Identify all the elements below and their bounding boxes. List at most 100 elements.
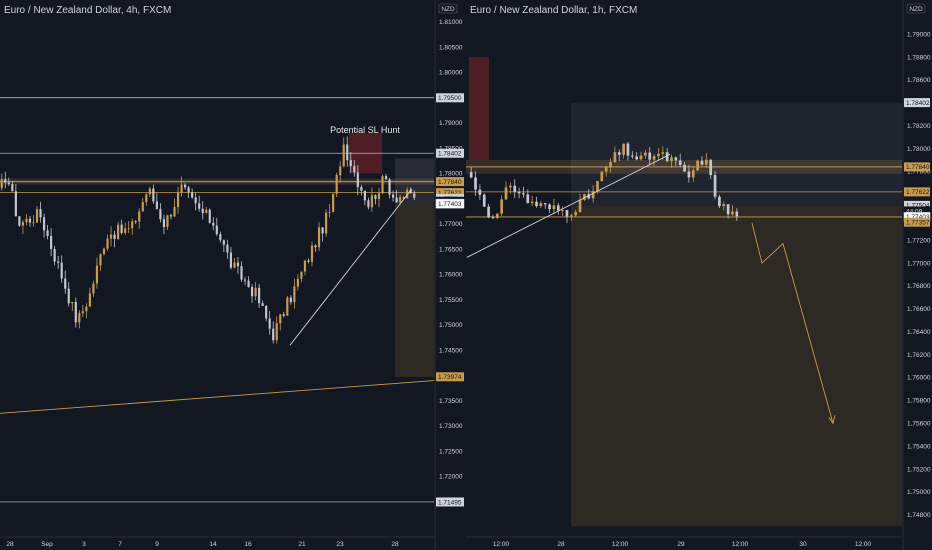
candle-4h-candle[interactable] (413, 193, 416, 198)
candle-4h-candle[interactable] (272, 328, 275, 341)
candle-4h-candle[interactable] (64, 278, 67, 289)
candle-4h-candle[interactable] (131, 221, 134, 229)
candle-1h-candle[interactable] (574, 212, 578, 216)
candle-4h-candle[interactable] (226, 244, 229, 253)
candle-4h-candle[interactable] (314, 245, 317, 248)
candle-4h-candle[interactable] (166, 215, 169, 227)
candle-4h-candle[interactable] (370, 195, 374, 208)
candle-4h-candle[interactable] (332, 193, 335, 213)
candle-4h-candle[interactable] (60, 262, 63, 279)
candle-4h-candle[interactable] (356, 172, 359, 187)
candle-4h-candle[interactable] (296, 278, 299, 287)
candle-4h-candle[interactable] (395, 197, 398, 203)
candle-1h-candle[interactable] (556, 205, 560, 211)
candle-4h-candle[interactable] (7, 182, 10, 185)
candle-1h-candle[interactable] (469, 172, 473, 178)
candle-1h-candle[interactable] (731, 211, 734, 215)
candle-4h-candle[interactable] (215, 225, 218, 235)
candle-4h-candle[interactable] (18, 216, 21, 226)
candle-1h-candle[interactable] (587, 194, 591, 199)
candle-4h-candle[interactable] (117, 224, 120, 239)
candle-1h-candle[interactable] (604, 167, 608, 172)
candle-1h-candle[interactable] (670, 157, 673, 162)
candle-4h-candle[interactable] (102, 248, 106, 255)
candle-1h-candle[interactable] (552, 205, 556, 210)
candle-1h-candle[interactable] (513, 185, 517, 192)
candle-1h-candle[interactable] (635, 156, 639, 160)
candle-4h-candle[interactable] (134, 221, 137, 223)
candle-4h-candle[interactable] (381, 176, 384, 194)
candle-1h-candle[interactable] (678, 160, 682, 165)
candle-4h-candle[interactable] (141, 202, 144, 212)
candle-1h-candle[interactable] (591, 190, 595, 199)
candle-4h-candle[interactable] (374, 195, 377, 200)
candle-4h-candle[interactable] (328, 212, 331, 213)
candle-4h-candle[interactable] (78, 313, 81, 323)
candle-4h-candle[interactable] (99, 254, 102, 266)
candle-4h-candle[interactable] (95, 265, 99, 284)
candle-4h-candle[interactable] (180, 184, 183, 193)
candle-4h-candle[interactable] (159, 209, 162, 220)
candle-1h-candle[interactable] (630, 155, 634, 157)
candle-4h-candle[interactable] (409, 189, 412, 194)
candle-4h-candle[interactable] (28, 218, 32, 223)
candle-4h-candle[interactable] (349, 160, 352, 167)
candle-4h-candle[interactable] (92, 283, 95, 294)
candle-4h-candle[interactable] (113, 234, 116, 239)
candle-4h-candle[interactable] (162, 219, 166, 227)
candle-4h-candle[interactable] (363, 190, 366, 201)
candle-1h-candle[interactable] (661, 152, 665, 154)
candle-4h-candle[interactable] (250, 286, 254, 297)
candle-1h-candle[interactable] (535, 201, 538, 207)
candle-4h-candle[interactable] (145, 194, 148, 203)
candle-4h-candle[interactable] (346, 144, 349, 161)
candle-4h-candle[interactable] (367, 200, 370, 208)
candle-4h-candle[interactable] (205, 209, 208, 214)
candle-4h-candle[interactable] (88, 293, 91, 307)
candle-4h-candle[interactable] (289, 297, 292, 303)
candle-4h-candle[interactable] (229, 252, 233, 268)
candle-1h-candle[interactable] (709, 159, 713, 176)
candle-4h-candle[interactable] (155, 201, 158, 210)
candle-4h-candle[interactable] (176, 192, 180, 207)
candle-4h-candle[interactable] (293, 286, 296, 303)
candle-4h-candle[interactable] (342, 144, 345, 167)
candle-1h-candle[interactable] (691, 170, 695, 178)
candle-4h-candle[interactable] (109, 234, 113, 239)
candle-1h-candle[interactable] (491, 217, 495, 219)
candle-4h-candle[interactable] (307, 260, 310, 262)
candle-4h-candle[interactable] (258, 287, 261, 304)
candle-4h-candle[interactable] (25, 218, 28, 223)
candle-4h-candle[interactable] (201, 208, 204, 214)
candle-4h-candle[interactable] (169, 215, 173, 217)
candle-4h-candle[interactable] (402, 197, 405, 199)
candle-1h-candle[interactable] (718, 196, 721, 207)
candle-4h-candle[interactable] (353, 166, 356, 173)
candle-1h-candle[interactable] (657, 153, 660, 157)
candle-4h-candle[interactable] (124, 228, 127, 233)
candle-4h-candle[interactable] (360, 186, 363, 191)
candle-4h-candle[interactable] (275, 323, 278, 341)
candle-4h-candle[interactable] (265, 305, 268, 319)
candle-4h-candle[interactable] (279, 314, 282, 324)
candle-1h-candle[interactable] (726, 204, 730, 215)
candle-1h-candle[interactable] (626, 143, 630, 156)
candle-4h-candle[interactable] (335, 175, 338, 194)
candle-4h-candle[interactable] (194, 197, 197, 204)
candle-4h-candle[interactable] (317, 227, 321, 248)
candle-4h-candle[interactable] (42, 217, 46, 231)
candle-1h-candle[interactable] (565, 210, 569, 217)
candle-1h-candle[interactable] (561, 210, 564, 211)
candle-4h-candle[interactable] (325, 212, 328, 234)
candle-4h-candle[interactable] (219, 234, 222, 241)
candle-4h-candle[interactable] (399, 197, 402, 203)
candle-4h-candle[interactable] (286, 297, 289, 316)
candle-1h-candle[interactable] (474, 177, 477, 190)
candle-4h-candle[interactable] (310, 245, 314, 262)
candle-4h-candle[interactable] (21, 222, 25, 226)
candle-4h-candle[interactable] (74, 301, 77, 323)
candle-4h-candle[interactable] (198, 203, 201, 209)
candle-4h-candle[interactable] (32, 222, 35, 224)
candle-1h-candle[interactable] (674, 157, 678, 161)
